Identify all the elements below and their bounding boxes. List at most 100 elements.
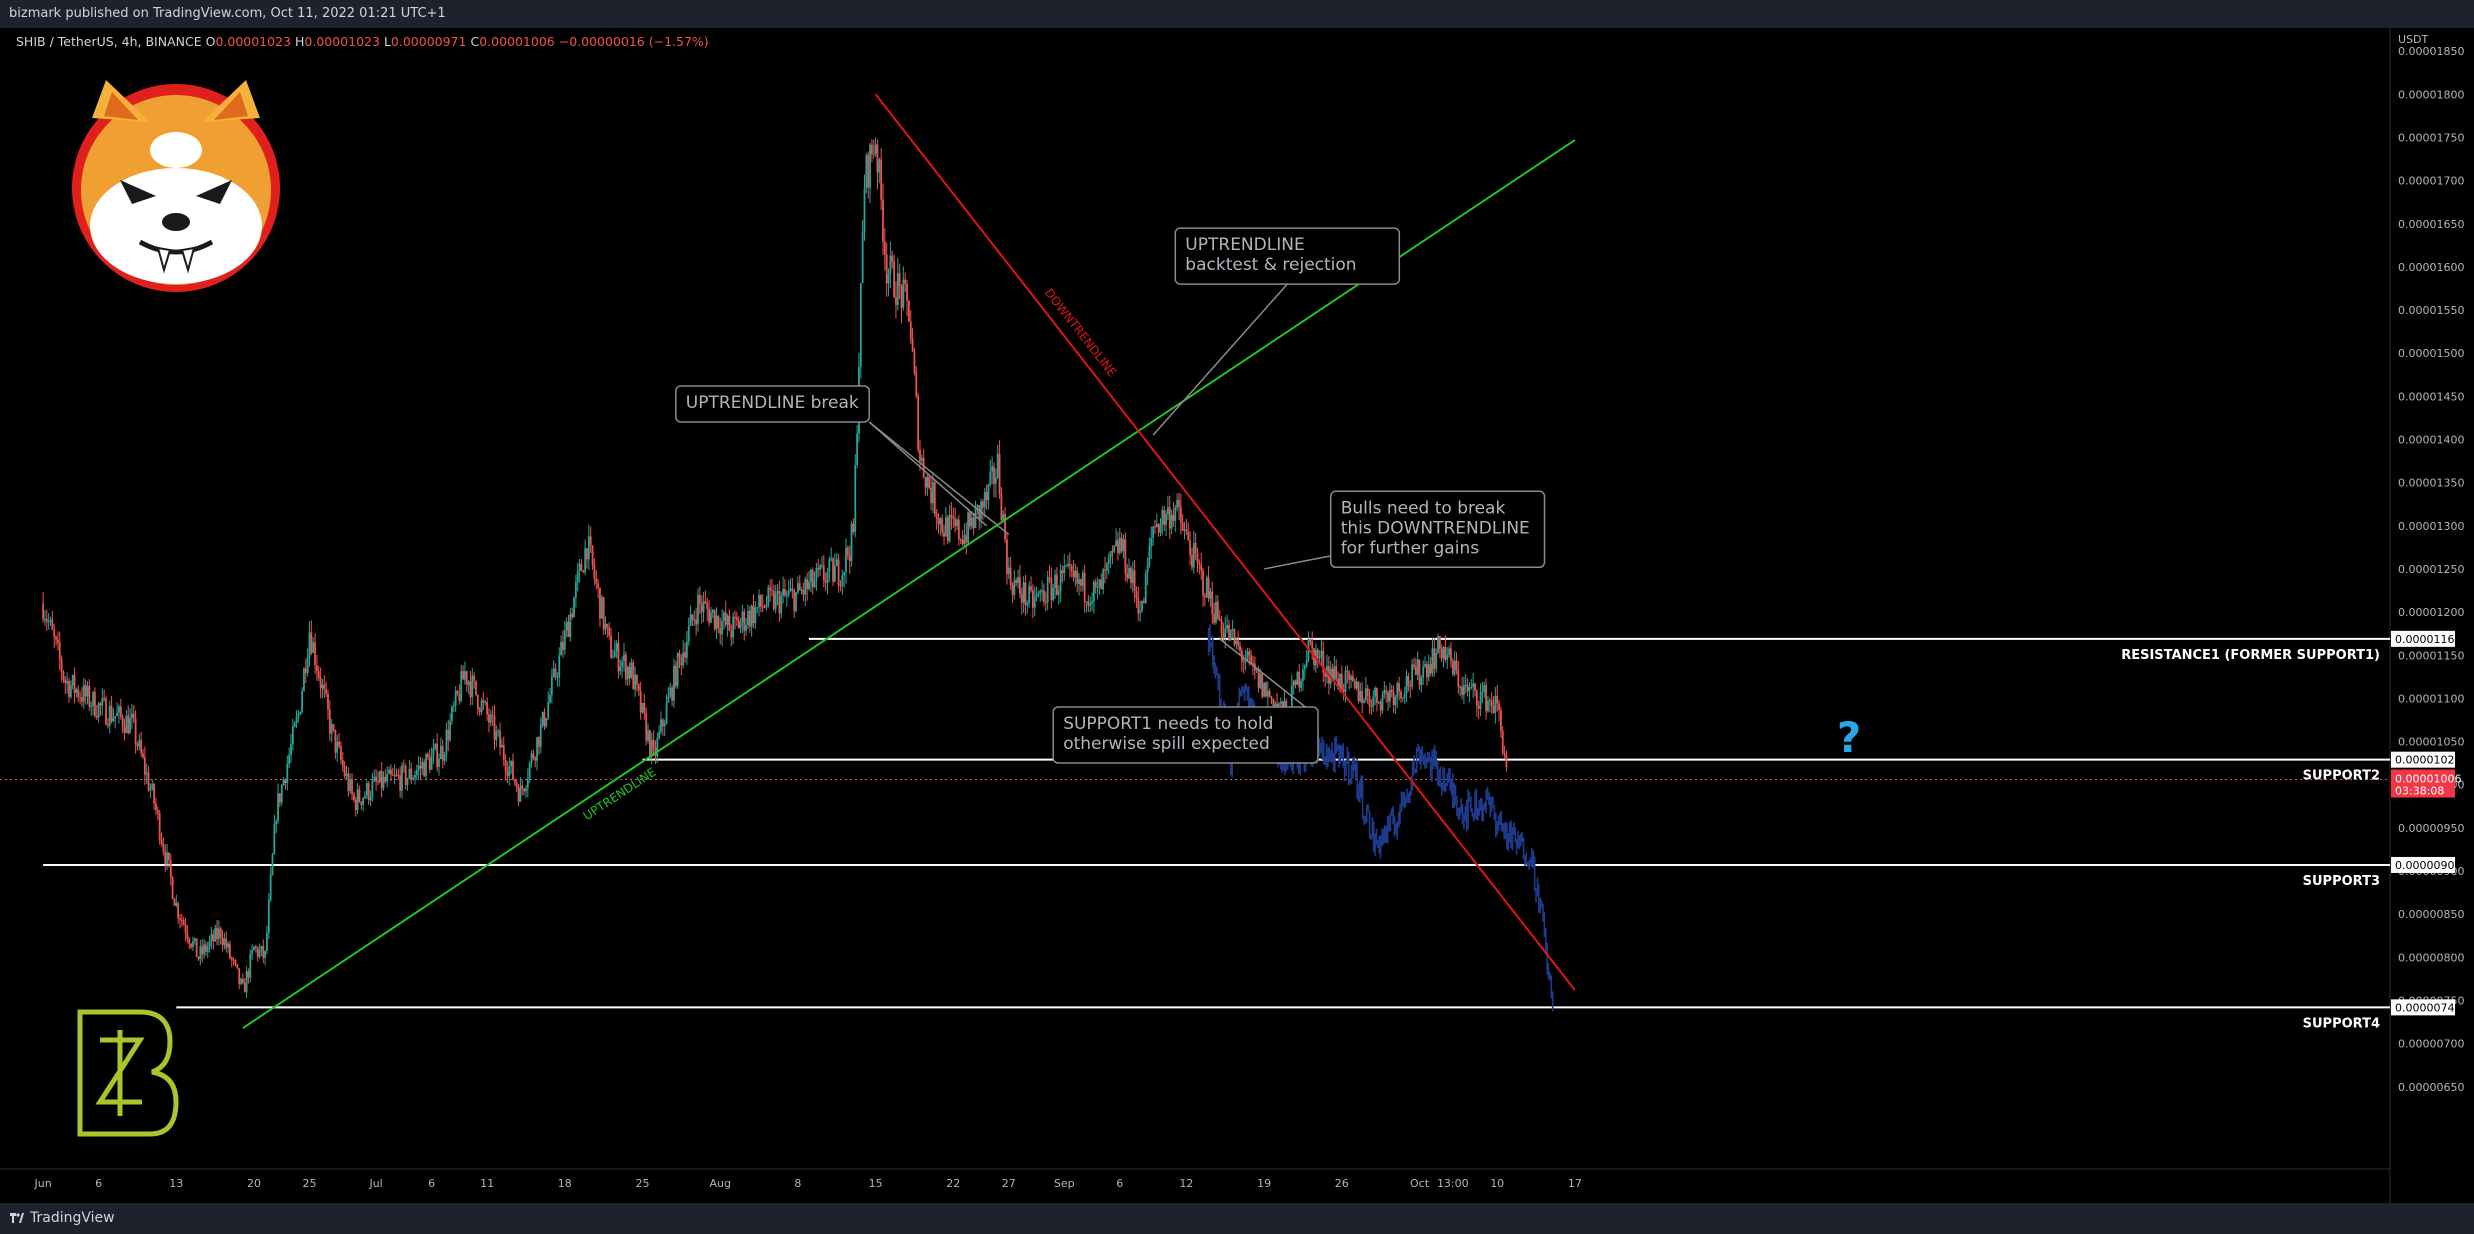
candle-body [1431,648,1434,674]
candle-body [726,615,729,625]
candle-body [486,701,488,715]
candle-body [1242,661,1245,663]
candle-body [234,960,237,965]
candle-body [571,613,574,618]
shiba-inu-logo [72,80,280,292]
candle-body [595,578,598,584]
candle-body [1411,664,1413,687]
candle-body [266,932,268,951]
candle-body [508,766,511,777]
candle-body [769,587,772,591]
candle-body [1026,602,1029,606]
price-tick-label: 0.00001150 [2398,649,2464,662]
candle-body [626,667,629,680]
candle-body [774,592,777,609]
candle-body [1350,675,1352,680]
candle-body [1161,509,1164,525]
level-label: SUPPORT4 [2303,1016,2380,1031]
candle-body [1220,620,1223,634]
candle-body [232,959,235,961]
candle-body [684,652,686,658]
candle-body [994,477,997,484]
candle-body [190,943,192,948]
candle-body [724,612,727,625]
candle-body [1096,586,1099,588]
candle-body [715,615,718,629]
candle-body [1472,683,1475,687]
candle-body [717,615,720,629]
candle-body [1309,638,1312,642]
candle-body [464,671,466,680]
candle-body [414,775,416,778]
candle-body [314,642,316,665]
candle-body [743,611,746,631]
candle-body [902,279,905,308]
candle-body [841,575,844,586]
candle-body [565,621,568,631]
candle-body [713,609,716,629]
candle-body [859,283,862,367]
candle-body [388,769,390,774]
plot-area[interactable] [0,28,2390,1169]
candle-body [1030,586,1032,591]
candle-body [1107,557,1110,564]
projection-bars [1207,624,1554,1012]
candle-body [1189,540,1191,556]
candle-body [1000,493,1003,520]
time-tick-label: Oct [1410,1177,1430,1190]
candle-body [1444,646,1447,660]
candle-body [245,971,248,993]
candle-body [173,898,176,906]
candle-body [573,597,575,618]
candle-body [693,619,696,621]
candle-body [1191,555,1193,568]
candle-body [402,765,405,767]
callout-text: for further gains [1341,538,1480,558]
candle-body [878,159,881,173]
candle-body [985,491,988,501]
candle-body [1305,660,1308,666]
candle-body [1187,531,1190,541]
candle-body [1052,587,1055,601]
time-axis[interactable]: Jun 6 13 20 25 Jul 6 11 18 25 Aug 8 15 22 27 Sep 6 12 19 26… [34,1177,1582,1190]
candle-body [1463,685,1465,695]
candle-body [645,712,648,741]
candle-body [680,656,683,666]
candle-body [904,279,907,285]
candle-body [1244,660,1247,663]
candle-body [306,657,309,673]
candle-body [1429,664,1432,674]
candle-body [77,689,80,698]
candle-body [758,595,760,608]
candle-body [105,698,107,725]
candle-body [661,719,664,727]
candle-body [404,766,407,785]
candle-body [49,619,52,622]
candle-body [665,702,668,724]
price-axis[interactable]: 0.000006500.000007000.000007500.00000800… [2398,45,2464,1094]
candle-body [103,698,106,700]
candle-body [1094,581,1097,587]
price-chart[interactable]: USDT 0.000006500.000007000.000007500.000… [0,28,2474,1203]
candle-body [763,606,766,608]
candle-body [1474,683,1476,691]
candle-body [673,665,675,701]
candle-body [536,737,538,761]
candle-body [1442,646,1445,659]
candle-body [782,588,784,596]
candle-body [419,765,422,769]
candle-body [273,824,276,855]
candle-body [578,563,581,572]
candle-body [1068,564,1071,566]
candle-body [151,784,154,790]
candle-body [1093,581,1095,602]
candle-body [956,519,958,527]
candle-body [1104,569,1106,571]
candle-body [826,571,829,583]
candle-body [471,675,474,698]
candle-body [1451,661,1454,675]
candle-body [179,917,181,920]
candle-body [911,338,914,352]
candle-body [371,781,374,797]
candle-body [982,501,984,508]
